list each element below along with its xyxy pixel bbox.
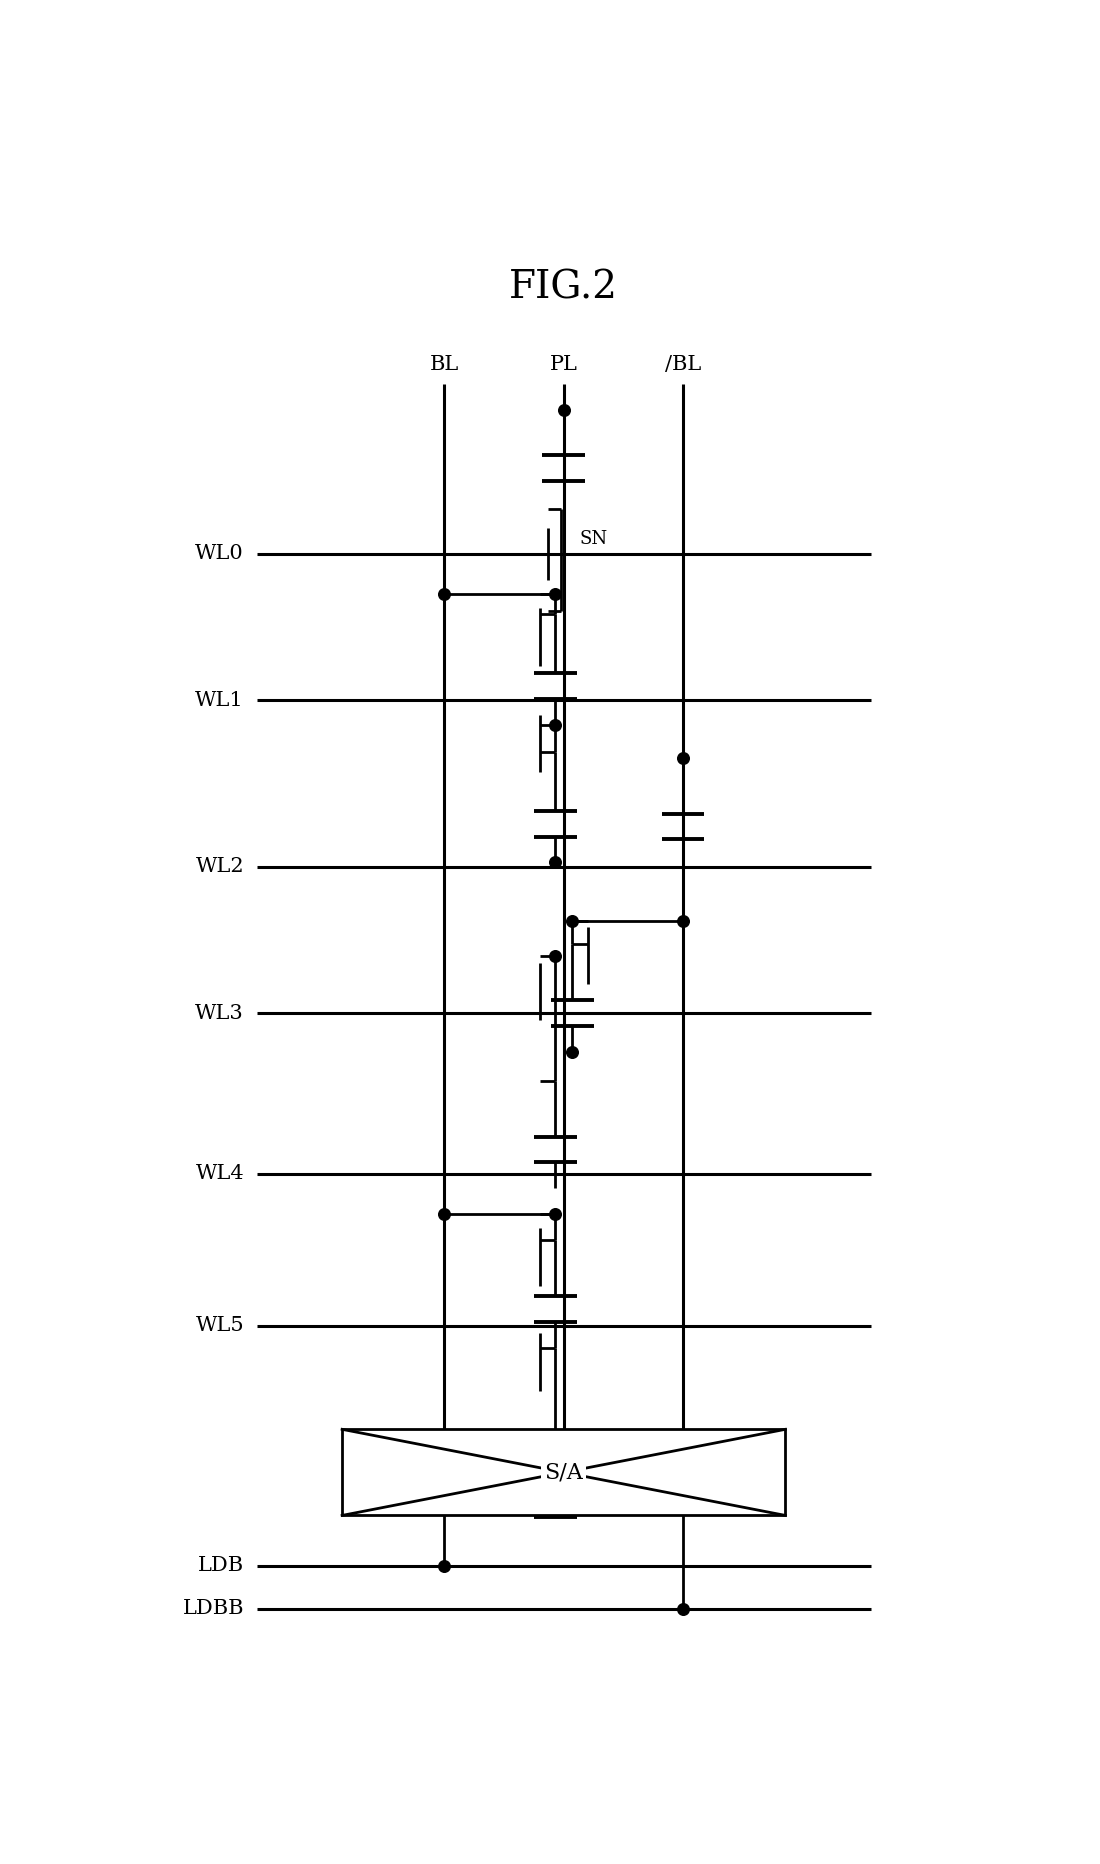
Point <box>547 1199 564 1228</box>
Text: LDB: LDB <box>198 1556 244 1575</box>
Point <box>563 1036 581 1066</box>
Point <box>554 395 572 425</box>
Text: WL1: WL1 <box>196 692 244 710</box>
Text: PL: PL <box>550 356 578 375</box>
Point <box>436 1199 453 1228</box>
Text: LDBB: LDBB <box>183 1599 244 1618</box>
Text: WL5: WL5 <box>196 1316 244 1335</box>
Point <box>547 710 564 740</box>
Text: WL3: WL3 <box>196 1003 244 1023</box>
Text: S/A: S/A <box>544 1461 583 1484</box>
Text: /BL: /BL <box>666 356 701 375</box>
Point <box>563 906 581 936</box>
Text: WL0: WL0 <box>196 544 244 563</box>
Point <box>674 742 692 772</box>
Bar <box>342 1430 785 1515</box>
Text: WL2: WL2 <box>196 857 244 876</box>
Text: SN: SN <box>579 531 607 548</box>
Text: WL4: WL4 <box>196 1165 244 1184</box>
Point <box>436 1551 453 1581</box>
Point <box>674 1594 692 1624</box>
Text: BL: BL <box>430 356 459 375</box>
Text: FIG.2: FIG.2 <box>509 270 618 308</box>
Point <box>547 848 564 878</box>
Point <box>436 580 453 610</box>
Point <box>674 906 692 936</box>
Point <box>547 580 564 610</box>
Point <box>547 941 564 971</box>
